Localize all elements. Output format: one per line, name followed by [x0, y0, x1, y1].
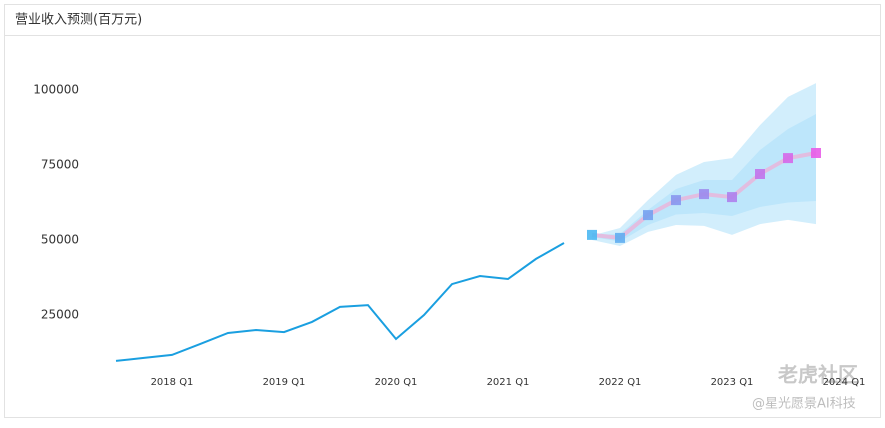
- y-tick-label: 25000: [41, 308, 79, 322]
- x-tick-label: 2024 Q1: [823, 377, 866, 388]
- x-tick-label: 2020 Q1: [375, 377, 418, 388]
- point-marker: [811, 148, 821, 158]
- watermark: 老虎社区: [778, 363, 858, 387]
- y-tick-label: 75000: [41, 158, 79, 172]
- y-tick-label: 100000: [33, 83, 79, 97]
- x-tick-label: 2021 Q1: [487, 377, 530, 388]
- point-marker: [615, 232, 625, 243]
- point-marker: [783, 153, 793, 164]
- point-marker: [643, 210, 653, 221]
- chart-title: 营业收入预测(百万元): [15, 13, 142, 28]
- forecast-band: [592, 114, 816, 242]
- point-marker: [587, 229, 597, 240]
- point-marker: [755, 169, 765, 179]
- point-marker: [671, 195, 681, 206]
- point-marker: [699, 189, 709, 200]
- x-tick-label: 2019 Q1: [263, 377, 306, 388]
- x-tick-label: 2018 Q1: [151, 377, 194, 388]
- x-tick-label: 2023 Q1: [711, 377, 754, 388]
- series-line: [115, 242, 565, 362]
- point-marker: [727, 192, 737, 203]
- y-tick-label: 50000: [41, 233, 79, 247]
- x-tick-label: 2022 Q1: [599, 377, 642, 388]
- watermark: @星光愿景AI科技: [752, 397, 856, 412]
